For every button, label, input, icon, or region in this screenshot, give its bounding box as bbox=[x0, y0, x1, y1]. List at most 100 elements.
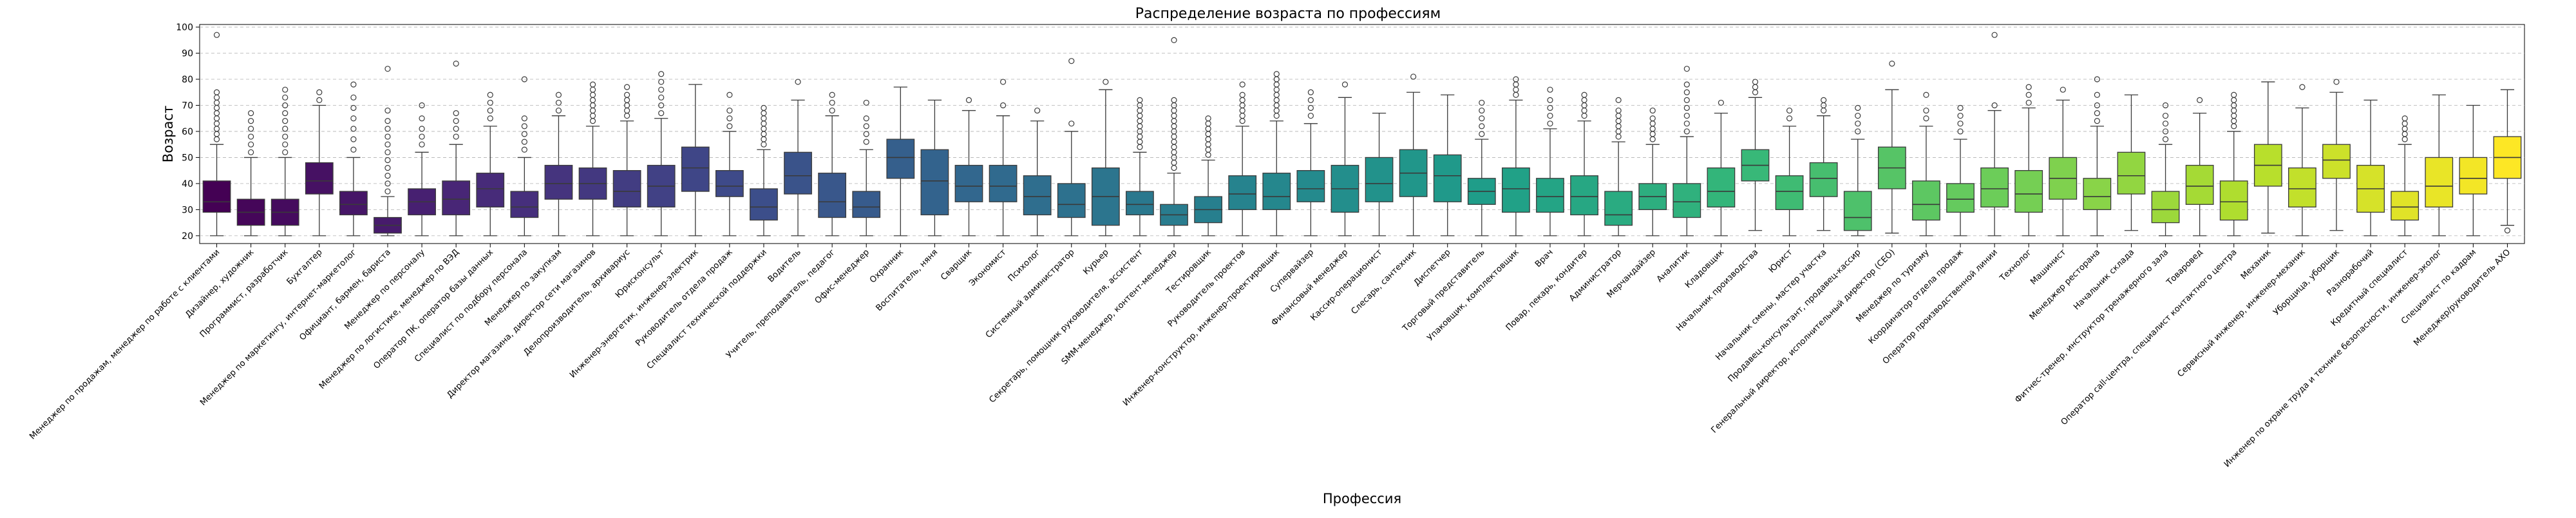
box-item bbox=[2185, 97, 2214, 236]
box-item bbox=[2083, 76, 2112, 236]
outlier-point bbox=[419, 115, 425, 122]
box-body bbox=[442, 180, 471, 216]
outlier-point bbox=[1683, 81, 1690, 88]
outlier-point bbox=[487, 107, 493, 114]
outlier-point bbox=[419, 141, 425, 148]
y-tick-label: 90 bbox=[182, 49, 193, 59]
outlier-point bbox=[384, 133, 391, 140]
chart-title: Распределение возраста по профессиям bbox=[1135, 6, 1441, 22]
box-body bbox=[681, 146, 710, 192]
outlier-point bbox=[829, 91, 835, 98]
box-body bbox=[1057, 183, 1086, 218]
outlier-point bbox=[1307, 89, 1314, 95]
outlier-point bbox=[1410, 73, 1417, 80]
box-item bbox=[1980, 32, 2009, 236]
outlier-point bbox=[1957, 120, 1964, 127]
outlier-point bbox=[2231, 91, 2237, 98]
outlier-point bbox=[419, 133, 425, 140]
y-tick-label: 20 bbox=[182, 231, 193, 242]
box-item bbox=[818, 91, 847, 236]
box-body bbox=[1912, 180, 1940, 221]
outlier-point bbox=[1855, 120, 1861, 127]
outlier-point bbox=[282, 133, 289, 140]
box-body bbox=[2288, 167, 2316, 207]
outlier-point bbox=[1479, 99, 1485, 106]
box-item bbox=[1467, 99, 1496, 236]
outlier-point bbox=[2299, 84, 2306, 90]
y-tick-label: 80 bbox=[182, 75, 193, 85]
outlier-point bbox=[384, 66, 391, 72]
box-item bbox=[2391, 115, 2420, 236]
outlier-point bbox=[1649, 115, 1656, 122]
outlier-point bbox=[248, 110, 254, 117]
outlier-point bbox=[1683, 89, 1690, 95]
box-item bbox=[2356, 99, 2385, 236]
outlier-point bbox=[2162, 120, 2169, 127]
y-tick-label: 100 bbox=[176, 23, 193, 33]
outlier-point bbox=[453, 133, 459, 140]
outlier-point bbox=[1341, 81, 1349, 88]
outlier-point bbox=[658, 79, 665, 85]
outlier-point bbox=[863, 115, 869, 122]
box-item bbox=[1126, 97, 1154, 236]
outlier-point bbox=[282, 86, 289, 93]
box-body bbox=[476, 173, 505, 207]
outlier-point bbox=[1581, 91, 1587, 98]
box-body bbox=[1946, 183, 1975, 213]
box-item bbox=[1570, 91, 1598, 236]
box-item bbox=[1638, 107, 1667, 236]
box-item bbox=[920, 99, 949, 236]
box-item bbox=[1741, 79, 1770, 231]
y-axis-label: Возраст bbox=[160, 106, 176, 162]
box-item bbox=[612, 84, 641, 236]
outlier-point bbox=[1683, 128, 1690, 135]
outlier-point bbox=[726, 91, 733, 98]
box-item bbox=[442, 61, 471, 236]
outlier-point bbox=[1547, 120, 1553, 127]
outlier-point bbox=[350, 126, 357, 132]
outlier-point bbox=[384, 107, 391, 114]
box-body bbox=[305, 162, 334, 195]
outlier-point bbox=[487, 115, 493, 122]
outlier-point bbox=[282, 149, 289, 155]
outlier-point bbox=[453, 61, 459, 67]
outlier-point bbox=[1786, 107, 1793, 114]
box-body bbox=[2391, 191, 2420, 221]
outlier-point bbox=[829, 99, 835, 106]
box-item bbox=[1262, 71, 1291, 236]
outlier-point bbox=[384, 118, 391, 124]
box-item bbox=[2253, 81, 2282, 234]
box-item bbox=[1502, 76, 1530, 236]
box-item bbox=[1707, 99, 1736, 236]
box-body bbox=[612, 170, 641, 207]
outlier-point bbox=[384, 165, 391, 171]
outlier-point bbox=[1171, 37, 1177, 43]
box-body bbox=[2151, 191, 2180, 224]
box-body bbox=[510, 191, 539, 218]
box-item bbox=[202, 32, 231, 236]
outlier-point bbox=[248, 126, 254, 132]
outlier-point bbox=[487, 99, 493, 106]
box-body bbox=[1023, 175, 1052, 216]
outlier-point bbox=[999, 79, 1007, 85]
outlier-point bbox=[384, 149, 391, 155]
outlier-point bbox=[555, 107, 562, 114]
outlier-point bbox=[1137, 97, 1143, 103]
outlier-point bbox=[248, 141, 254, 148]
outlier-point bbox=[863, 139, 869, 145]
box-item bbox=[1809, 97, 1838, 231]
outlier-point bbox=[1513, 76, 1519, 82]
box-item bbox=[2219, 91, 2248, 236]
outlier-point bbox=[453, 126, 459, 132]
outlier-point bbox=[282, 94, 289, 101]
outlier-point bbox=[2025, 84, 2032, 90]
outlier-point bbox=[555, 99, 562, 106]
outlier-point bbox=[658, 94, 665, 101]
box-item bbox=[886, 86, 915, 236]
outlier-point bbox=[1479, 115, 1485, 122]
outlier-point bbox=[1923, 115, 1929, 122]
box-body bbox=[202, 180, 231, 213]
box-body bbox=[1707, 167, 1736, 207]
box-item bbox=[1877, 61, 1906, 234]
